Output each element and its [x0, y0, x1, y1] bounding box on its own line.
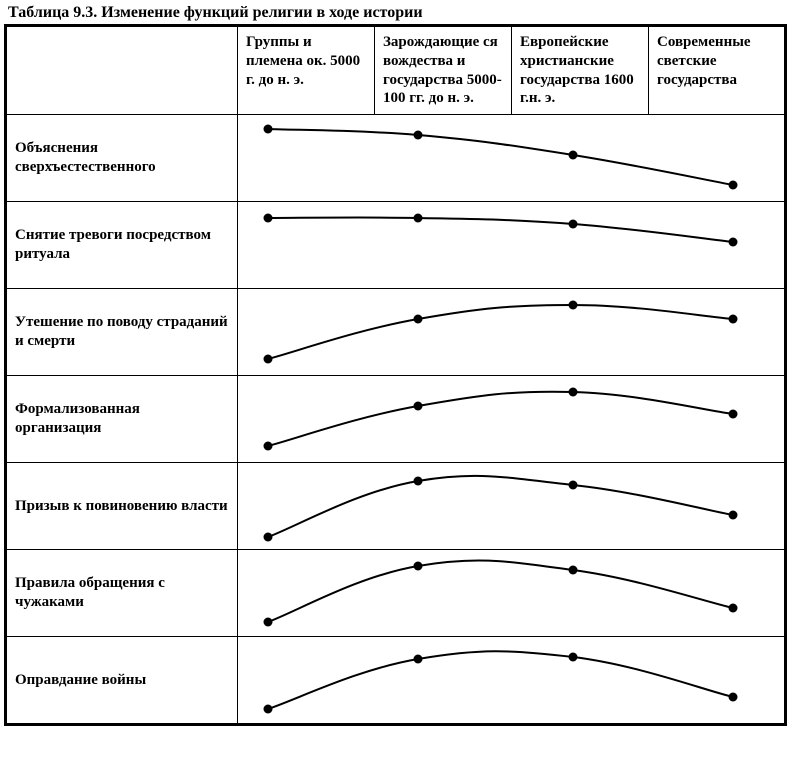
- table-title: Таблица 9.3. Изменение функций религии в…: [8, 4, 786, 22]
- column-header-1: Зарождающие ся вождества и государства 5…: [375, 26, 512, 115]
- row-label-0: Объяснения сверхъестественного: [6, 115, 238, 202]
- row-label-1: Снятие тревоги посредством ритуала: [6, 202, 238, 289]
- row-chart-4: [238, 463, 786, 550]
- row-label-5: Правила обращения с чужаками: [6, 550, 238, 637]
- header-empty: [6, 26, 238, 115]
- row-chart-1: [238, 202, 786, 289]
- religion-functions-table: Группы и племена ок. 5000 г. до н. э.Зар…: [4, 24, 787, 726]
- column-header-2: Европейские христианские государства 160…: [512, 26, 649, 115]
- row-chart-2: [238, 289, 786, 376]
- column-header-0: Группы и племена ок. 5000 г. до н. э.: [238, 26, 375, 115]
- row-chart-0: [238, 115, 786, 202]
- row-label-3: Формализованная организация: [6, 376, 238, 463]
- row-label-6: Оправдание войны: [6, 637, 238, 725]
- row-chart-5: [238, 550, 786, 637]
- row-label-2: Утешение по поводу страданий и смерти: [6, 289, 238, 376]
- row-label-4: Призыв к повиновению власти: [6, 463, 238, 550]
- row-chart-6: [238, 637, 786, 725]
- row-chart-3: [238, 376, 786, 463]
- column-header-3: Современные светские государства: [649, 26, 786, 115]
